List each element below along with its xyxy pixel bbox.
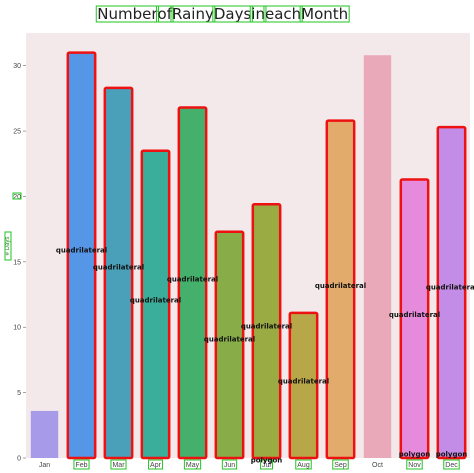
y-axis-label-group: # Days — [4, 192, 22, 261]
title-word: of — [158, 5, 173, 23]
title-word-box — [299, 5, 350, 23]
y-axis-label-box — [4, 231, 12, 261]
chart-title: Number of Rainy Days in each Month — [95, 5, 350, 23]
y-axis-label-box — [12, 192, 22, 200]
bar-aug — [288, 311, 319, 460]
x-tick-label: Aug — [297, 462, 310, 469]
x-tick-label-box — [73, 459, 90, 470]
annotation-quadrilateral: quadrilateral — [130, 296, 181, 304]
x-tick-label: Sep — [334, 462, 347, 469]
y-tick-label: 30 — [13, 63, 21, 70]
x-tick-label-box — [110, 459, 127, 470]
bar-oct — [363, 55, 392, 458]
bars — [30, 51, 467, 460]
annotation-polygon: polygon — [436, 451, 468, 459]
title-word-box — [249, 5, 267, 23]
annotation-quadrilateral: quadrilateral — [93, 264, 144, 272]
title-word-box — [156, 5, 174, 23]
x-tick-label: Feb — [75, 462, 87, 469]
x-tick-label: Jan — [39, 462, 50, 469]
title-word: Rainy — [172, 5, 214, 23]
title-word: Month — [301, 5, 348, 23]
title-word-box — [212, 5, 253, 23]
title-word-box — [95, 5, 160, 23]
y-axis: 0 5 10 15 20 25 30 — [13, 63, 26, 463]
title-word: Number — [97, 5, 158, 23]
title-word: Days — [214, 5, 252, 23]
x-tick-label: Jul — [262, 462, 271, 469]
y-tick-label: 20 — [13, 194, 21, 201]
annotation-quadrilateral: quadrilateral — [278, 377, 329, 385]
x-tick-label-box — [148, 459, 163, 470]
annotation-quadrilateral: quadrilateral — [56, 247, 107, 255]
title-word-box — [263, 5, 303, 23]
y-tick-label: 15 — [13, 259, 21, 266]
x-tick-label-box — [183, 459, 202, 470]
title-word-box — [170, 5, 216, 23]
x-tick-label: Nov — [408, 462, 421, 469]
y-tick-label: 10 — [13, 325, 21, 332]
x-tick-label-box — [406, 459, 423, 470]
bar-dec — [436, 125, 467, 460]
bar-jan — [30, 410, 59, 458]
bar-apr — [140, 149, 171, 460]
x-tick-label-box — [443, 459, 460, 470]
x-tick-label: Jun — [224, 462, 235, 469]
annotation-quadrilateral: quadrilateral — [204, 336, 255, 344]
bar-sep — [325, 119, 356, 460]
x-tick-label: May — [186, 462, 200, 469]
x-tick-label-box — [221, 459, 238, 470]
annotation-quadrilateral: quadrilateral — [241, 323, 292, 331]
annotation-quadrilateral: quadrilateral — [426, 283, 474, 291]
x-tick-label-box — [260, 459, 273, 470]
bar-nov — [399, 178, 430, 460]
x-tick-label: Dec — [445, 462, 458, 469]
annotation-polygon: polygon — [399, 451, 431, 459]
x-tick-label-box — [332, 459, 349, 470]
y-tick-label: 5 — [17, 390, 21, 397]
bar-mar — [103, 86, 134, 460]
bar-jul — [251, 203, 282, 460]
y-tick-label: 25 — [13, 129, 21, 136]
bar-feb — [66, 51, 97, 460]
annotation-quadrilateral: quadrilateral — [389, 311, 440, 319]
title-word: in — [251, 5, 265, 23]
annotation-polygon: polygon — [251, 457, 283, 465]
y-axis-label: # Days — [5, 237, 11, 256]
bar-jun — [214, 230, 245, 460]
x-tick-label: Mar — [112, 462, 125, 469]
title-word: each — [265, 5, 301, 23]
annotations: quadrilateral quadrilateral quadrilateral q… — [56, 247, 474, 465]
bar-may — [177, 106, 208, 460]
x-tick-label: Apr — [150, 462, 162, 469]
x-tick-label-box — [295, 459, 312, 470]
x-tick-label: Oct — [372, 462, 383, 469]
annotation-quadrilateral: quadrilateral — [167, 275, 218, 283]
x-axis: Jan Feb Mar Apr May Jun Jul Aug Sep Oct Nov Dec — [39, 459, 460, 470]
plot-background — [26, 33, 470, 458]
annotation-quadrilateral: quadrilateral — [315, 282, 366, 290]
y-tick-label: 0 — [17, 456, 21, 463]
